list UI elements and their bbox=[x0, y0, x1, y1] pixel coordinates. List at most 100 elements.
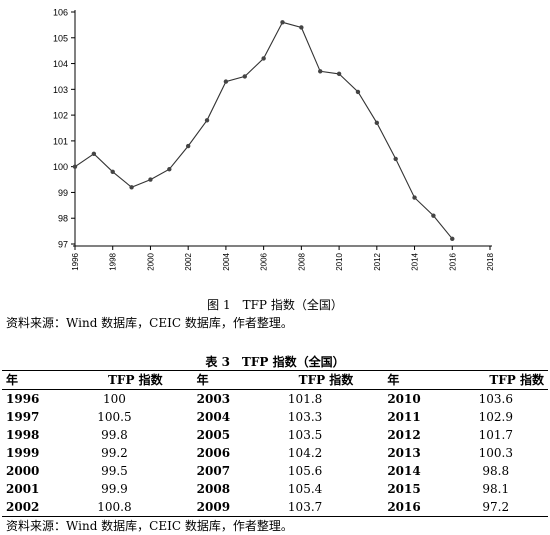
table-value-cell: 99.9 bbox=[101, 482, 128, 496]
data-point bbox=[223, 79, 229, 84]
table-year-cell: 1997 bbox=[6, 410, 40, 424]
table-value-cell: 99.5 bbox=[101, 464, 128, 478]
series-line bbox=[74, 21, 453, 240]
data-point bbox=[167, 167, 172, 172]
data-point bbox=[110, 169, 115, 175]
x-tick-label: 2002 bbox=[184, 252, 193, 270]
x-tick-label: 1996 bbox=[71, 252, 80, 270]
data-point bbox=[355, 89, 361, 95]
y-tick-label: 102 bbox=[53, 111, 68, 121]
header-year-2: 年 bbox=[166, 370, 253, 390]
data-point bbox=[72, 164, 78, 169]
figure-source-note: 资料来源：Wind 数据库，CEIC 数据库，作者整理。 bbox=[6, 316, 293, 330]
table-value-cell: 101.7 bbox=[478, 428, 513, 442]
table-value-cell: 97.2 bbox=[443, 498, 548, 517]
table-row: 2002 100.8 2009 103.7 2016 97.2 bbox=[2, 498, 548, 517]
tfp-line-chart: 97 98 99 100 101 102 103 104 105 106 1996 1998 2000 2… bbox=[53, 8, 495, 271]
data-point bbox=[374, 120, 380, 126]
y-tick-label: 104 bbox=[53, 59, 68, 69]
data-point bbox=[431, 213, 436, 218]
header-value-2: TFP 指数 bbox=[252, 370, 358, 390]
table-value-cell: 99.2 bbox=[101, 446, 128, 460]
table-year-cell: 2016 bbox=[357, 498, 444, 517]
table-year-cell: 2011 bbox=[387, 410, 421, 424]
data-point bbox=[129, 185, 134, 190]
x-tick-label: 2018 bbox=[486, 252, 495, 270]
y-tick-label: 100 bbox=[53, 162, 68, 172]
table-year-cell: 1996 bbox=[6, 392, 40, 406]
table-year-cell: 1999 bbox=[6, 446, 40, 460]
table-value-cell: 103.3 bbox=[287, 410, 323, 424]
table-source-note: 资料来源：Wind 数据库，CEIC 数据库，作者整理。 bbox=[6, 519, 293, 533]
table-value-cell: 103.5 bbox=[287, 428, 323, 442]
table-value-cell: 102.9 bbox=[478, 410, 513, 424]
table-value-cell: 105.6 bbox=[287, 464, 323, 478]
header-year-3: 年 bbox=[357, 370, 444, 390]
x-tick-label: 2010 bbox=[335, 252, 344, 270]
table-year-cell: 2010 bbox=[387, 392, 421, 406]
table-row: 2001 99.9 2008 105.4 2015 98.1 bbox=[2, 480, 548, 498]
data-point bbox=[242, 74, 247, 79]
table-row: 1998 99.8 2005 103.5 2012 101.7 bbox=[2, 426, 548, 444]
data-point bbox=[148, 177, 153, 182]
y-tick-label: 99 bbox=[58, 188, 68, 198]
table-year-cell: 2009 bbox=[166, 498, 253, 517]
header-value-3: TFP 指数 bbox=[443, 370, 548, 390]
table-value-cell: 101.8 bbox=[287, 392, 323, 406]
table-year-cell: 2014 bbox=[387, 464, 421, 478]
table-year-cell: 2006 bbox=[196, 446, 231, 460]
data-point bbox=[91, 151, 97, 156]
data-point bbox=[261, 56, 266, 61]
x-tick-label: 2006 bbox=[260, 252, 269, 270]
data-point bbox=[185, 143, 191, 149]
x-tick-label: 2004 bbox=[222, 252, 231, 270]
table-row: 2000 99.5 2007 105.6 2014 98.8 bbox=[2, 462, 548, 480]
data-point bbox=[336, 71, 342, 77]
table-value-cell: 100.8 bbox=[62, 498, 167, 517]
table-value-cell: 99.8 bbox=[101, 428, 128, 442]
table-year-cell: 2000 bbox=[6, 464, 40, 478]
table-caption: 表 3 TFP 指数（全国） bbox=[205, 355, 345, 369]
table-year-cell: 2013 bbox=[387, 446, 421, 460]
y-tick-label: 101 bbox=[53, 136, 68, 146]
chart-ticks: 97 98 99 100 101 102 103 104 105 106 1996 1998 2000 2… bbox=[53, 8, 495, 271]
table-value-cell: 98.8 bbox=[482, 464, 510, 478]
x-tick-label: 2014 bbox=[411, 252, 420, 270]
x-tick-label: 2000 bbox=[146, 252, 155, 270]
x-tick-label: 2016 bbox=[448, 252, 457, 270]
table-year-cell: 2005 bbox=[196, 428, 231, 442]
header-year-1: 年 bbox=[2, 370, 63, 390]
data-point bbox=[204, 118, 210, 123]
header-value-1: TFP 指数 bbox=[62, 370, 167, 390]
table-value-cell: 105.4 bbox=[287, 482, 323, 496]
figure-caption: 图 1 TFP 指数（全国） bbox=[207, 298, 343, 312]
table-value-cell: 104.2 bbox=[287, 446, 323, 460]
table-year-cell: 2008 bbox=[196, 482, 231, 496]
table-year-cell: 2015 bbox=[387, 482, 421, 496]
table-row: 1996 100 2003 101.8 2010 103.6 bbox=[2, 390, 548, 409]
y-tick-label: 97 bbox=[58, 240, 68, 250]
data-point bbox=[318, 69, 323, 74]
data-point bbox=[450, 236, 455, 242]
table-value-cell: 100.5 bbox=[97, 410, 132, 424]
table-year-cell: 2003 bbox=[196, 392, 231, 406]
y-tick-label: 98 bbox=[58, 214, 68, 224]
table-row: 1999 99.2 2006 104.2 2013 100.3 bbox=[2, 444, 548, 462]
table-body: 1996 100 2003 101.8 2010 103.6 1997 100.5 2004 10… bbox=[2, 390, 548, 517]
table-year-cell: 2004 bbox=[196, 410, 231, 424]
table-value-cell: 103.7 bbox=[252, 498, 358, 517]
table-year-cell: 2001 bbox=[6, 482, 40, 496]
y-tick-label: 106 bbox=[53, 8, 68, 18]
table-value-cell: 98.1 bbox=[482, 482, 510, 496]
table-year-cell: 2007 bbox=[196, 464, 231, 478]
x-tick-label: 1998 bbox=[109, 252, 118, 270]
x-tick-label: 2012 bbox=[373, 252, 382, 270]
data-point bbox=[280, 20, 285, 25]
table-value-cell: 100.3 bbox=[478, 446, 513, 460]
table-year-cell: 1998 bbox=[6, 428, 40, 442]
table-value-cell: 103.6 bbox=[478, 392, 513, 406]
data-point bbox=[393, 156, 398, 162]
tfp-table: 年 TFP 指数 年 TFP 指数 年 TFP 指数 1996 100 2003 10… bbox=[2, 370, 548, 517]
table-year-cell: 2002 bbox=[2, 498, 63, 517]
data-point bbox=[412, 195, 417, 200]
